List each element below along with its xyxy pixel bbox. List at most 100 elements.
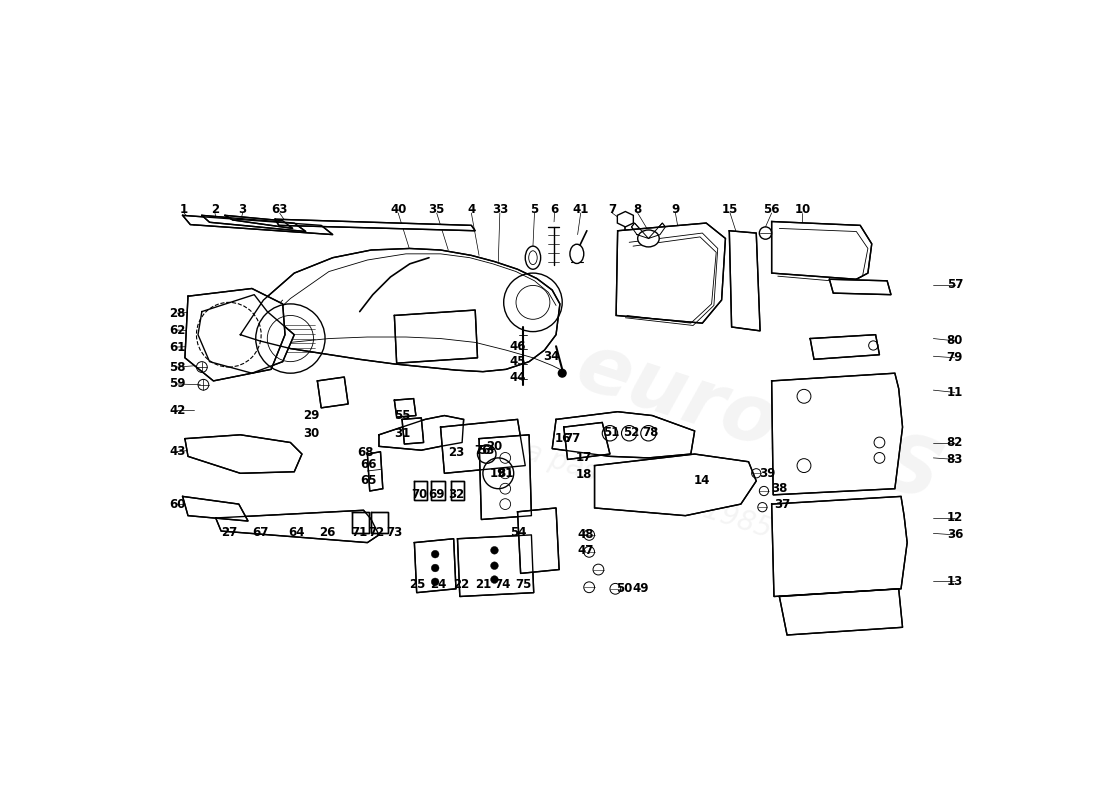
- Text: 64: 64: [288, 526, 305, 539]
- Text: 11: 11: [947, 386, 962, 399]
- Text: 55: 55: [394, 409, 410, 422]
- Polygon shape: [772, 373, 902, 495]
- Polygon shape: [563, 422, 609, 459]
- Text: 28: 28: [169, 306, 186, 320]
- Circle shape: [431, 578, 439, 586]
- Text: 13: 13: [947, 574, 962, 587]
- Text: 22: 22: [453, 578, 470, 591]
- Text: 24: 24: [430, 578, 447, 591]
- Circle shape: [491, 546, 498, 554]
- Polygon shape: [185, 289, 285, 381]
- Polygon shape: [216, 510, 378, 542]
- Circle shape: [431, 550, 439, 558]
- Polygon shape: [829, 279, 891, 294]
- Text: 77: 77: [564, 432, 581, 445]
- Text: 27: 27: [221, 526, 238, 539]
- Polygon shape: [202, 215, 306, 231]
- Text: 2: 2: [211, 202, 219, 216]
- Text: 35: 35: [429, 202, 444, 216]
- Polygon shape: [517, 508, 559, 574]
- Circle shape: [491, 576, 498, 583]
- Polygon shape: [183, 215, 332, 234]
- Text: 63: 63: [272, 202, 288, 216]
- Text: 53: 53: [477, 444, 494, 457]
- Text: 66: 66: [360, 458, 376, 470]
- Text: 18: 18: [575, 468, 592, 482]
- Text: 62: 62: [169, 323, 186, 337]
- Text: 8: 8: [634, 202, 641, 216]
- Polygon shape: [810, 334, 880, 359]
- Text: 7: 7: [608, 202, 616, 216]
- Polygon shape: [594, 454, 757, 516]
- Text: 65: 65: [360, 474, 376, 487]
- Text: 56: 56: [763, 202, 780, 216]
- Ellipse shape: [638, 230, 659, 247]
- Text: 83: 83: [947, 453, 964, 466]
- Text: a passion for 1985: a passion for 1985: [521, 437, 776, 543]
- Text: 14: 14: [694, 474, 711, 487]
- Ellipse shape: [570, 244, 584, 263]
- Text: 30: 30: [304, 426, 319, 440]
- Polygon shape: [185, 435, 301, 474]
- Text: 26: 26: [319, 526, 336, 539]
- Text: 29: 29: [302, 409, 319, 422]
- Text: 54: 54: [510, 526, 527, 539]
- Polygon shape: [372, 512, 388, 534]
- Text: 58: 58: [169, 361, 186, 374]
- Polygon shape: [183, 496, 249, 521]
- Polygon shape: [403, 418, 424, 444]
- Text: 15: 15: [722, 202, 738, 216]
- Text: 79: 79: [947, 351, 964, 364]
- Text: 19: 19: [491, 467, 506, 480]
- Circle shape: [491, 562, 498, 570]
- Text: 50: 50: [616, 582, 632, 595]
- Text: 10: 10: [794, 202, 811, 216]
- Text: 47: 47: [578, 544, 594, 557]
- Text: 6: 6: [550, 202, 559, 216]
- Text: 52: 52: [624, 426, 640, 439]
- Text: 37: 37: [774, 498, 791, 510]
- Text: 17: 17: [575, 451, 592, 464]
- Polygon shape: [617, 211, 634, 227]
- Polygon shape: [458, 535, 534, 597]
- Text: 70: 70: [411, 487, 428, 501]
- Text: 40: 40: [390, 202, 406, 216]
- Text: 32: 32: [448, 487, 464, 501]
- Text: 42: 42: [169, 404, 186, 417]
- Polygon shape: [631, 223, 649, 238]
- Text: 60: 60: [169, 498, 186, 510]
- Circle shape: [431, 564, 439, 572]
- Text: 69: 69: [429, 487, 444, 501]
- Text: 51: 51: [603, 426, 619, 439]
- Text: 49: 49: [632, 582, 649, 595]
- Text: 36: 36: [947, 529, 964, 542]
- Text: 9: 9: [671, 202, 680, 216]
- Text: 3: 3: [239, 202, 246, 216]
- Polygon shape: [378, 415, 464, 450]
- Text: 72: 72: [368, 526, 385, 539]
- Polygon shape: [395, 398, 416, 417]
- Polygon shape: [414, 481, 428, 500]
- Text: 80: 80: [947, 334, 964, 347]
- Text: 38: 38: [771, 482, 788, 495]
- Text: 73: 73: [386, 526, 403, 539]
- Text: 46: 46: [509, 340, 526, 353]
- Text: 82: 82: [947, 436, 964, 449]
- Polygon shape: [616, 223, 726, 323]
- Text: 48: 48: [578, 529, 594, 542]
- Text: 12: 12: [947, 511, 962, 525]
- Polygon shape: [415, 538, 455, 593]
- Text: 59: 59: [169, 378, 186, 390]
- Text: 61: 61: [169, 341, 186, 354]
- Polygon shape: [431, 481, 446, 500]
- Text: 67: 67: [252, 526, 268, 539]
- Polygon shape: [318, 377, 348, 408]
- Polygon shape: [649, 223, 666, 238]
- Polygon shape: [772, 222, 871, 279]
- Text: 21: 21: [475, 578, 491, 591]
- Text: 31: 31: [394, 426, 410, 440]
- Text: 1: 1: [180, 202, 188, 216]
- Text: 75: 75: [515, 578, 531, 591]
- Polygon shape: [275, 219, 475, 230]
- Text: 81: 81: [497, 467, 514, 480]
